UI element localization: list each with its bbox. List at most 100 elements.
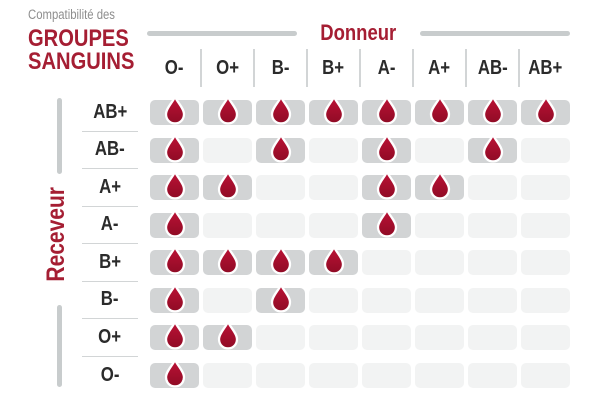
compat-cell-B+-from-AB+	[521, 250, 570, 275]
receiver-row-label-text: O+	[98, 325, 122, 348]
title-eyebrow: Compatibilité des	[28, 7, 155, 22]
compat-cell-AB--from-A-	[362, 132, 411, 163]
compat-cell-B+-from-O+	[203, 245, 252, 275]
compat-cell-O--from-AB+	[521, 362, 570, 388]
compat-cell-A--from-AB+	[521, 212, 570, 238]
compat-cell-AB--from-AB+	[521, 137, 570, 163]
blood-drop-icon	[482, 95, 503, 125]
title-line-2-text: SANGUINS	[28, 48, 135, 75]
receiver-axis: Receveur	[42, 185, 70, 290]
compat-cell-O+-from-AB-	[468, 325, 517, 350]
blood-drop-icon	[217, 320, 238, 350]
donor-axis-right-bar	[419, 30, 571, 36]
compat-cell-A--from-B+	[309, 212, 358, 238]
blood-drop-icon	[164, 282, 185, 313]
donor-col-header-B-: B-	[256, 48, 308, 88]
compat-cell-B+-from-B-	[256, 245, 305, 275]
blood-drop-icon	[270, 95, 291, 125]
compat-cell-O+-from-O-	[150, 320, 199, 350]
blood-drop-icon	[376, 170, 397, 200]
compat-cell-B--from-A+	[415, 287, 464, 313]
blood-drop-icon	[376, 95, 397, 125]
compat-cell-AB+-from-A-	[362, 95, 411, 125]
receiver-axis-label: Receveur	[42, 187, 70, 282]
compat-cell-O+-from-B-	[256, 325, 305, 350]
blood-drop-icon	[270, 132, 291, 163]
donor-col-header-AB+: AB+	[521, 48, 570, 88]
donor-col-header-label: A-	[377, 56, 396, 79]
compat-cell-B--from-B-	[256, 282, 305, 313]
compat-cell-A+-from-O+	[203, 170, 252, 200]
blood-drop-icon	[164, 357, 185, 388]
donor-axis: Donneur	[147, 20, 571, 46]
blood-drop-icon	[376, 132, 397, 163]
receiver-row-label-AB+: AB+	[82, 94, 138, 132]
blood-drop-icon	[482, 132, 503, 163]
compat-cell-AB+-from-O+	[203, 95, 252, 125]
compat-cell-B+-from-O-	[150, 245, 199, 275]
compat-cell-A+-from-A+	[415, 170, 464, 200]
compat-cell-O--from-B-	[256, 362, 305, 388]
blood-drop-icon	[217, 95, 238, 125]
compat-cell-A--from-A-	[362, 207, 411, 238]
compat-cell-AB+-from-AB+	[521, 95, 570, 125]
donor-col-header-label: B+	[322, 56, 345, 79]
compat-cell-AB--from-B-	[256, 132, 305, 163]
receiver-row-label-text: A+	[99, 175, 121, 198]
compat-cell-AB--from-B+	[309, 137, 358, 163]
blood-drop-icon	[535, 95, 556, 125]
blood-drop-icon	[270, 282, 291, 313]
title-line-1: GROUPES	[28, 27, 155, 51]
compat-cell-B--from-AB+	[521, 287, 570, 313]
receiver-row-label-B-: B-	[82, 282, 138, 319]
compat-cell-A--from-B-	[256, 212, 305, 238]
chart-title-block: Compatibilité des GROUPES SANGUINS	[28, 7, 155, 75]
compat-cell-AB+-from-O-	[150, 95, 199, 125]
compat-cell-B--from-B+	[309, 287, 358, 313]
donor-col-header-label: AB+	[528, 56, 563, 79]
compat-cell-B+-from-A+	[415, 250, 464, 275]
blood-drop-icon	[323, 245, 344, 275]
donor-col-header-label: O-	[165, 56, 184, 79]
compat-cell-A--from-AB-	[468, 212, 517, 238]
donor-col-header-label: A+	[428, 56, 451, 79]
compat-cell-A+-from-B+	[309, 175, 358, 200]
compat-cell-AB--from-O+	[203, 137, 252, 163]
compat-cell-B--from-O+	[203, 287, 252, 313]
compat-cell-AB+-from-B+	[309, 95, 358, 125]
blood-drop-icon	[270, 245, 291, 275]
compat-cell-O+-from-AB+	[521, 325, 570, 350]
compat-cell-O--from-AB-	[468, 362, 517, 388]
title-line-2: SANGUINS	[28, 48, 155, 75]
compat-cell-A--from-O+	[203, 212, 252, 238]
receiver-axis-top-bar	[57, 98, 62, 174]
compat-cell-B--from-O-	[150, 282, 199, 313]
compat-cell-A+-from-A-	[362, 170, 411, 200]
receiver-row-label-text: AB+	[92, 100, 128, 123]
donor-axis-label-text: Donneur	[320, 20, 397, 45]
blood-drop-icon	[429, 95, 450, 125]
receiver-row-label-text: AB-	[95, 138, 125, 161]
receiver-row-label-A-: A-	[82, 207, 138, 244]
title-eyebrow-text: Compatibilité des	[28, 7, 115, 22]
receiver-row-label-O+: O+	[82, 319, 138, 357]
donor-axis-left-bar	[147, 30, 298, 36]
donor-col-header-A-: A-	[362, 48, 414, 88]
receiver-row-label-AB-: AB-	[82, 132, 138, 169]
donor-col-header-O-: O-	[150, 48, 202, 88]
donor-axis-label: Donneur	[313, 20, 403, 46]
compat-cell-B+-from-AB-	[468, 250, 517, 275]
compat-cell-A--from-A+	[415, 212, 464, 238]
compat-cell-B--from-A-	[362, 287, 411, 313]
receiver-row-label-text: O-	[100, 363, 120, 386]
blood-drop-icon	[164, 95, 185, 125]
donor-col-header-O+: O+	[203, 48, 255, 88]
compat-cell-A--from-O-	[150, 207, 199, 238]
blood-drop-icon	[164, 207, 185, 238]
donor-col-header-AB-: AB-	[468, 48, 520, 88]
receiver-axis-bottom-bar	[57, 305, 62, 387]
blood-drop-icon	[323, 95, 344, 125]
blood-drop-icon	[376, 207, 397, 238]
blood-drop-icon	[164, 132, 185, 163]
donor-column-headers: O- O+ B- B+ A- A+ AB- AB+	[150, 48, 570, 88]
